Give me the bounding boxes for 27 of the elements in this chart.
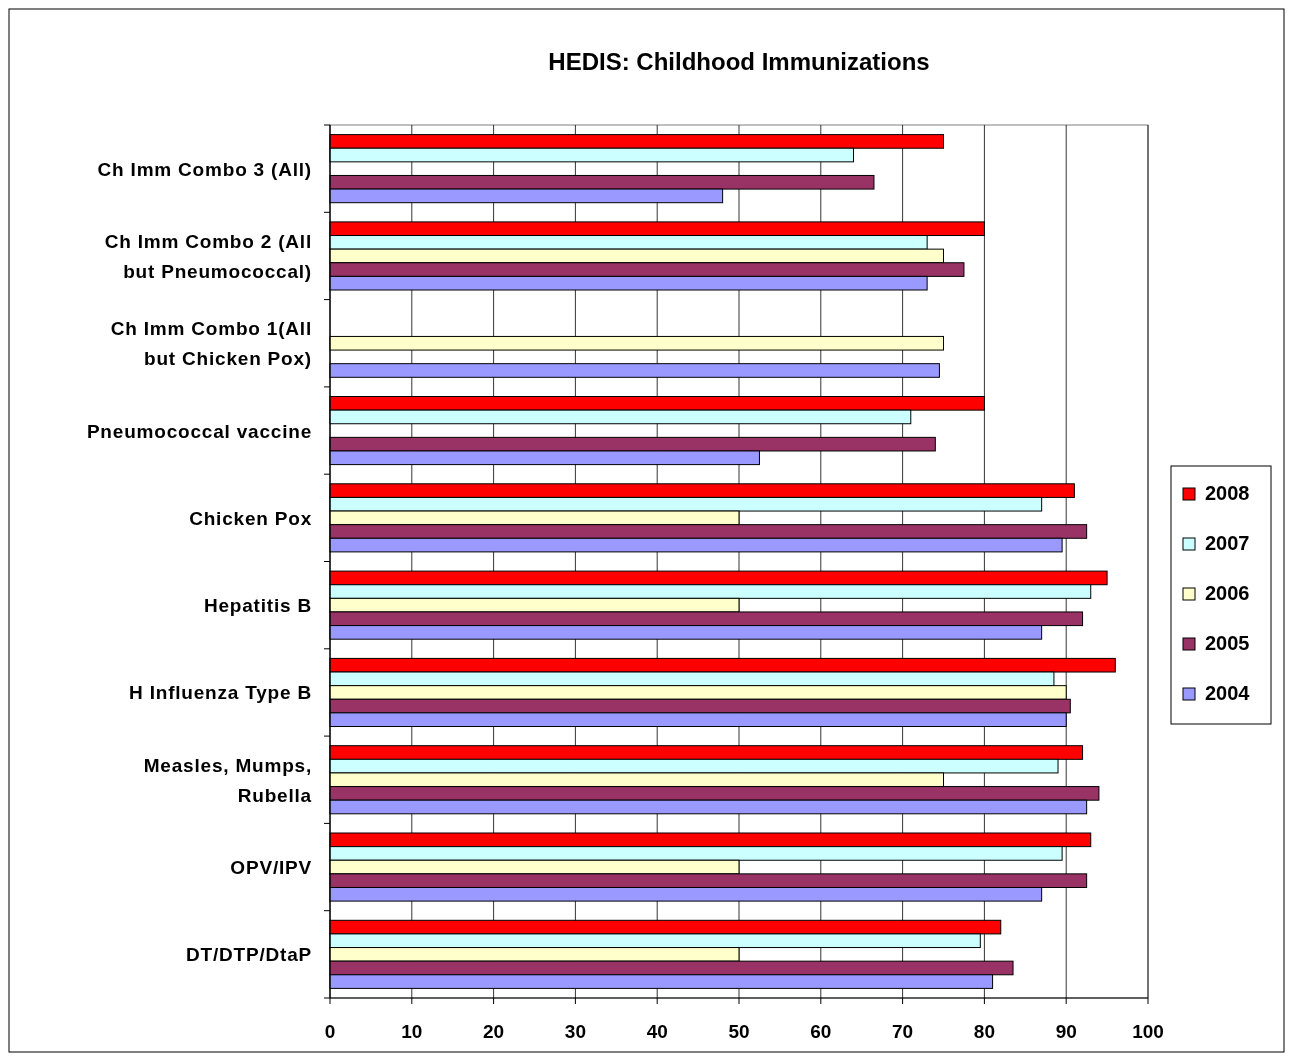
x-tick-label: 40 [646, 1021, 668, 1042]
legend-label: 2007 [1205, 532, 1250, 554]
legend-label: 2006 [1205, 582, 1250, 604]
x-tick-label: 60 [810, 1021, 832, 1042]
y-tick-label: Pneumococcal vaccine [86, 420, 312, 442]
x-tick-label: 10 [401, 1021, 423, 1042]
x-tick-label: 90 [1055, 1021, 1077, 1042]
x-tick-label: 30 [564, 1021, 586, 1042]
legend-label: 2004 [1205, 682, 1251, 704]
y-tick-label: Measles, Mumps, Rubella [143, 754, 312, 806]
y-tick-label: OPV/IPV [230, 857, 312, 879]
legend-label: 2005 [1205, 632, 1250, 654]
x-tick-label: 100 [1132, 1021, 1164, 1042]
y-tick-label: Hepatitis B [203, 595, 312, 617]
chart-title: HEDIS: Childhood Immunizations [548, 48, 930, 75]
y-tick-label: H Influenza Type B [129, 682, 312, 704]
y-tick-label: DT/DTP/DtaP [186, 944, 312, 966]
y-tick-label: Ch Imm Combo 2 (All but Pneumococcal) [104, 230, 312, 282]
y-tick-label: Chicken Pox [189, 507, 312, 529]
y-tick-label: Ch Imm Combo 1(All but Chicken Pox) [110, 318, 312, 370]
y-tick-label: Ch Imm Combo 3 (All) [97, 158, 312, 180]
legend-label: 2008 [1205, 482, 1250, 504]
x-tick-label: 50 [728, 1021, 750, 1042]
x-tick-label: 20 [483, 1021, 505, 1042]
x-tick-label: 0 [324, 1021, 336, 1042]
x-tick-label: 70 [892, 1021, 914, 1042]
x-tick-label: 80 [973, 1021, 995, 1042]
